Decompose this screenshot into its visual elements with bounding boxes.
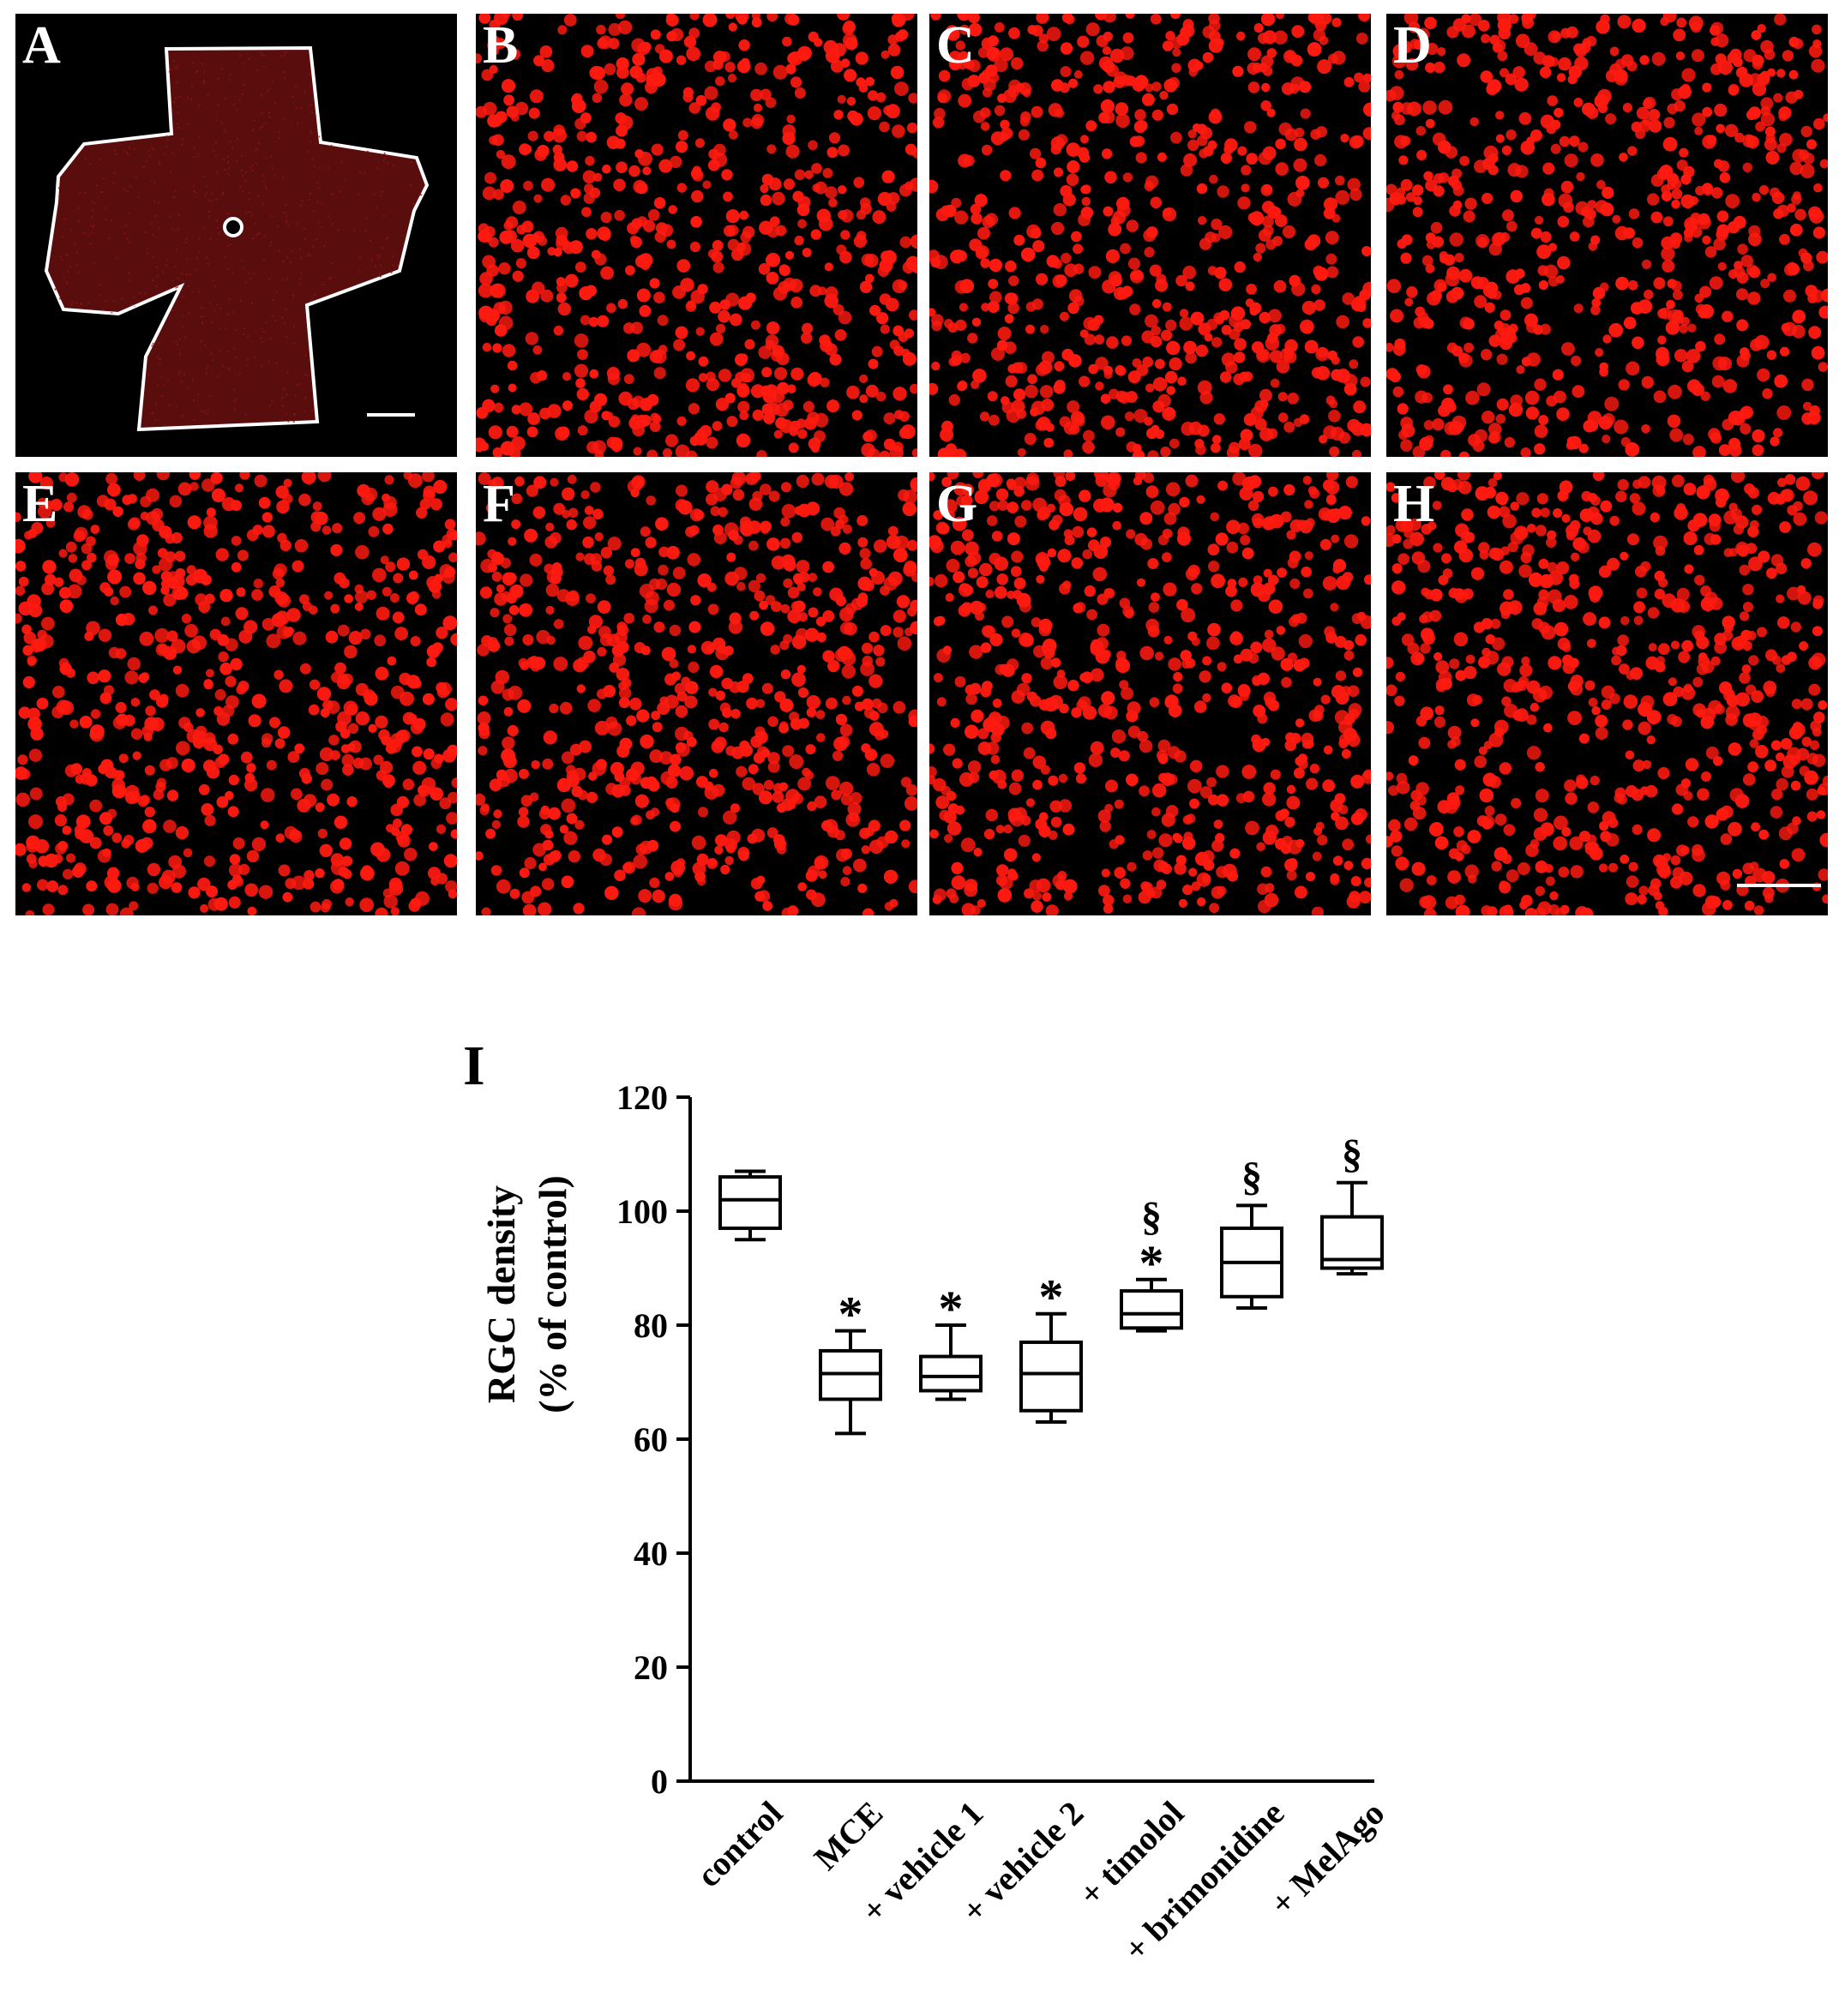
retina-outline bbox=[44, 45, 430, 432]
cell-nuclei bbox=[929, 472, 1371, 915]
panel-f-micrograph: F bbox=[476, 472, 917, 915]
panel-c-micrograph: C bbox=[929, 14, 1371, 457]
retina-flatmount-image bbox=[44, 45, 430, 432]
box-1 bbox=[718, 1169, 782, 1242]
box-6 bbox=[1220, 1203, 1283, 1311]
panel-letter: D bbox=[1393, 16, 1432, 75]
panel-b-micrograph: B bbox=[476, 14, 917, 457]
box-5 bbox=[1120, 1277, 1183, 1333]
significance-star: * bbox=[1139, 1235, 1164, 1291]
box-2 bbox=[819, 1329, 882, 1436]
cell-nuclei bbox=[15, 472, 457, 915]
rgc-cell-field bbox=[1386, 472, 1828, 915]
panel-letter: H bbox=[1393, 475, 1435, 533]
x-tick-labels: control MCE+ vehicle 1+ vehicle 2+ timolo… bbox=[689, 1794, 1392, 1969]
cell-nuclei bbox=[476, 472, 917, 915]
cell-nuclei bbox=[929, 14, 1371, 457]
rgc-cell-field bbox=[476, 14, 917, 457]
y-axis-title-line-2: (% of control) bbox=[531, 1175, 574, 1413]
scale-bar bbox=[367, 413, 415, 417]
x-tick-label: + timolol bbox=[1072, 1794, 1192, 1914]
panel-g-micrograph: G bbox=[929, 472, 1371, 915]
boxes: * * **§§§ bbox=[718, 1131, 1384, 1436]
significance-section-mark: § bbox=[1241, 1154, 1262, 1199]
iqr-box bbox=[919, 1354, 983, 1393]
rgc-cell-field bbox=[15, 472, 457, 915]
y-tick-label: 60 bbox=[634, 1420, 668, 1459]
iqr-box bbox=[718, 1175, 782, 1230]
optic-disc bbox=[223, 217, 243, 237]
significance-star: * bbox=[939, 1281, 964, 1336]
significance-star: * bbox=[1039, 1269, 1064, 1325]
significance-star: * bbox=[838, 1287, 863, 1342]
x-tick-label: MCE bbox=[807, 1794, 891, 1878]
panel-letter: C bbox=[936, 16, 975, 75]
y-axis-title-line-1: RGC density bbox=[479, 1185, 523, 1403]
scale-bar bbox=[1737, 884, 1821, 887]
y-tick-label: 80 bbox=[634, 1306, 668, 1345]
iqr-box bbox=[1220, 1226, 1283, 1299]
panel-letter: A bbox=[22, 16, 61, 75]
y-tick-label: 120 bbox=[616, 1078, 668, 1117]
significance-section-mark: § bbox=[1342, 1131, 1362, 1177]
y-ticks: 0 20 40 60 80 100 120 bbox=[616, 1078, 690, 1801]
panel-d-micrograph: D bbox=[1386, 14, 1828, 457]
x-tick-label: control bbox=[689, 1794, 790, 1895]
iqr-box bbox=[1019, 1340, 1083, 1413]
panel-letter: E bbox=[22, 475, 58, 533]
y-axis-title: RGC density (% of control) bbox=[479, 1175, 574, 1413]
cell-nuclei bbox=[476, 14, 917, 457]
significance-section-mark: § bbox=[1141, 1194, 1162, 1239]
y-tick-label: 40 bbox=[634, 1534, 668, 1573]
iqr-box bbox=[819, 1348, 882, 1401]
chart-panel-letter: I bbox=[463, 1035, 485, 1097]
panel-e-micrograph: E bbox=[15, 472, 457, 915]
x-tick-label: + brimonidine bbox=[1116, 1794, 1291, 1969]
panel-h-micrograph: H bbox=[1386, 472, 1828, 915]
rgc-cell-field bbox=[476, 472, 917, 915]
y-tick-label: 20 bbox=[634, 1648, 668, 1687]
iqr-box bbox=[1320, 1215, 1384, 1270]
iqr-box bbox=[1120, 1289, 1183, 1330]
x-tick-label: + vehicle 1 bbox=[854, 1794, 990, 1930]
box-4 bbox=[1019, 1311, 1083, 1425]
cell-nuclei bbox=[1386, 472, 1828, 915]
x-tick-label: + vehicle 2 bbox=[954, 1794, 1091, 1930]
axes bbox=[688, 1097, 1374, 1783]
rgc-cell-field bbox=[929, 472, 1371, 915]
cell-nuclei bbox=[1386, 14, 1828, 457]
panel-letter: G bbox=[936, 475, 978, 533]
box-7 bbox=[1320, 1180, 1384, 1276]
y-tick-label: 100 bbox=[616, 1192, 668, 1231]
panel-letter: F bbox=[483, 475, 515, 533]
panel-letter: B bbox=[483, 16, 519, 75]
y-tick-label: 0 bbox=[651, 1762, 668, 1801]
x-tick-label: + MelAgo bbox=[1263, 1794, 1392, 1923]
panel-a-retina-flatmount: A bbox=[15, 14, 457, 457]
rgc-cell-field bbox=[1386, 14, 1828, 457]
box-3 bbox=[919, 1323, 983, 1401]
rgc-cell-field bbox=[929, 14, 1371, 457]
